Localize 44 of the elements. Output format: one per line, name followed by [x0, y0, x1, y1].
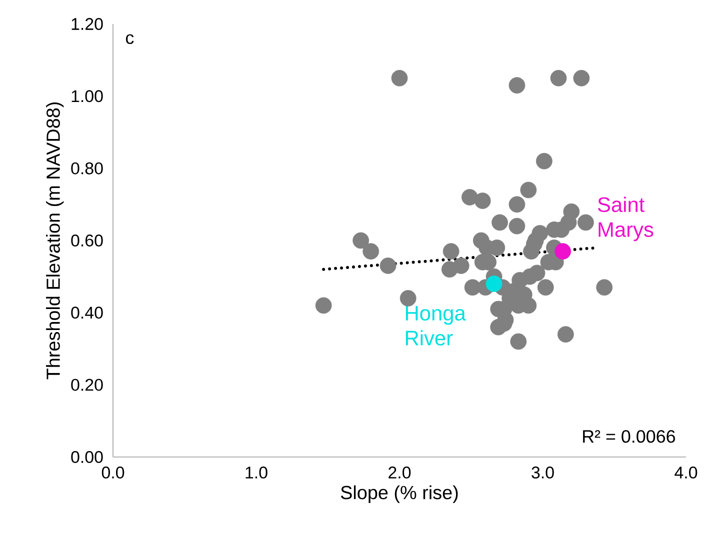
- point: [557, 326, 574, 343]
- point: [528, 264, 546, 282]
- point: [596, 279, 613, 296]
- x-tick-label: 3.0: [532, 466, 554, 479]
- y-axis-title: Threshold Elevation (m NAVD88): [46, 102, 64, 380]
- point: [510, 333, 527, 350]
- x-tick-label: 0.0: [102, 466, 124, 479]
- annotation: c: [126, 34, 134, 44]
- point: [352, 232, 370, 249]
- point: [508, 196, 526, 213]
- y-tick-label: 0.00: [71, 451, 103, 463]
- y-tick-label: 0.60: [71, 234, 103, 246]
- y-tick-label: 0.20: [71, 378, 103, 391]
- point: [537, 279, 554, 296]
- point: [442, 243, 460, 260]
- point: [508, 218, 526, 234]
- point: [380, 258, 396, 274]
- x-axis-title: Slope (% rise): [340, 485, 458, 503]
- point: [492, 214, 508, 231]
- point: [474, 192, 491, 210]
- y-tick-label: 0.40: [71, 306, 103, 319]
- x-tick-label: 4.0: [674, 466, 698, 479]
- series-label: Honga River: [406, 306, 466, 346]
- annotation: R² = 0.0066: [583, 430, 675, 443]
- point: [573, 70, 590, 86]
- point: [550, 70, 567, 86]
- point: [554, 243, 572, 260]
- point: [486, 276, 502, 292]
- y-tick-label: 1.00: [72, 90, 103, 102]
- x-tick-label: 1.0: [246, 466, 268, 479]
- point: [362, 243, 380, 260]
- y-tick-label: 0.80: [71, 162, 103, 174]
- point: [315, 297, 332, 314]
- series-label: Saint Marys: [598, 196, 654, 242]
- point: [391, 70, 408, 86]
- y-tick-label: 1.20: [72, 18, 103, 30]
- point: [520, 182, 537, 198]
- point: [578, 214, 594, 231]
- point: [536, 152, 552, 170]
- point: [452, 258, 470, 274]
- point: [400, 290, 416, 306]
- x-tick-label: 2.0: [388, 466, 411, 479]
- point: [461, 188, 478, 206]
- point: [508, 77, 526, 94]
